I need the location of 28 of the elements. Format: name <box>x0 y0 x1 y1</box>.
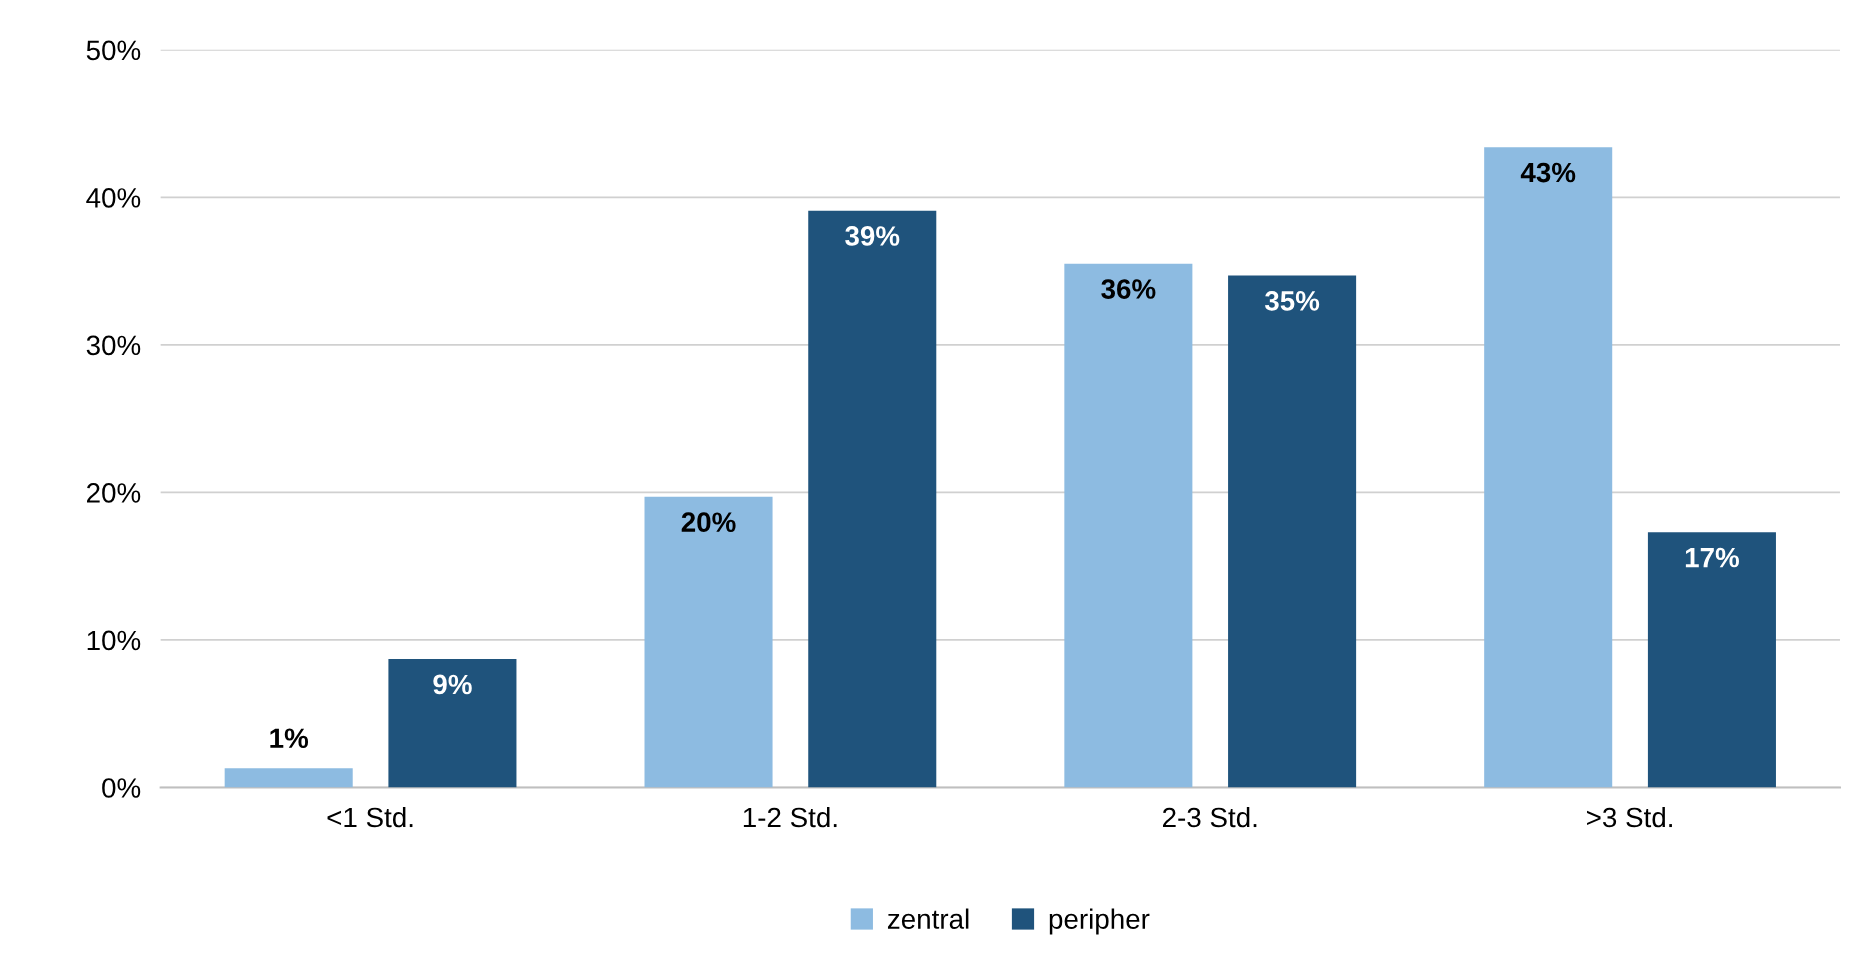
bar <box>1484 147 1613 788</box>
bar <box>808 210 937 788</box>
x-tick-label: 1-2 Std. <box>743 806 837 828</box>
y-tick-label: 40% <box>86 188 141 208</box>
y-tick-label: 10% <box>87 630 141 651</box>
data-label: 9% <box>433 674 472 695</box>
data-label: 1% <box>270 728 309 748</box>
x-tick-label: >3 Std. <box>1587 806 1672 828</box>
bar <box>1064 263 1193 788</box>
data-label: 20% <box>681 512 736 532</box>
data-label: 43% <box>1520 162 1576 183</box>
data-label: 35% <box>1264 291 1320 311</box>
x-tick-label: <1 Std. <box>327 806 413 828</box>
bar <box>388 659 517 788</box>
bar <box>224 768 353 788</box>
bar <box>1228 275 1357 788</box>
y-tick-label: 0% <box>102 778 141 798</box>
y-tick-label: 30% <box>86 335 141 356</box>
x-tick-label: 2-3 Std. <box>1162 806 1257 828</box>
data-label: 36% <box>1101 279 1156 299</box>
bar <box>1647 532 1776 788</box>
y-tick-label: 20% <box>87 483 141 503</box>
bar <box>644 496 773 788</box>
y-tick-label: 50% <box>86 40 141 61</box>
data-label: 39% <box>845 226 900 246</box>
legend-label: zentral <box>887 908 969 929</box>
legend-label: peripher <box>1049 908 1150 935</box>
data-label: 17% <box>1685 547 1739 568</box>
